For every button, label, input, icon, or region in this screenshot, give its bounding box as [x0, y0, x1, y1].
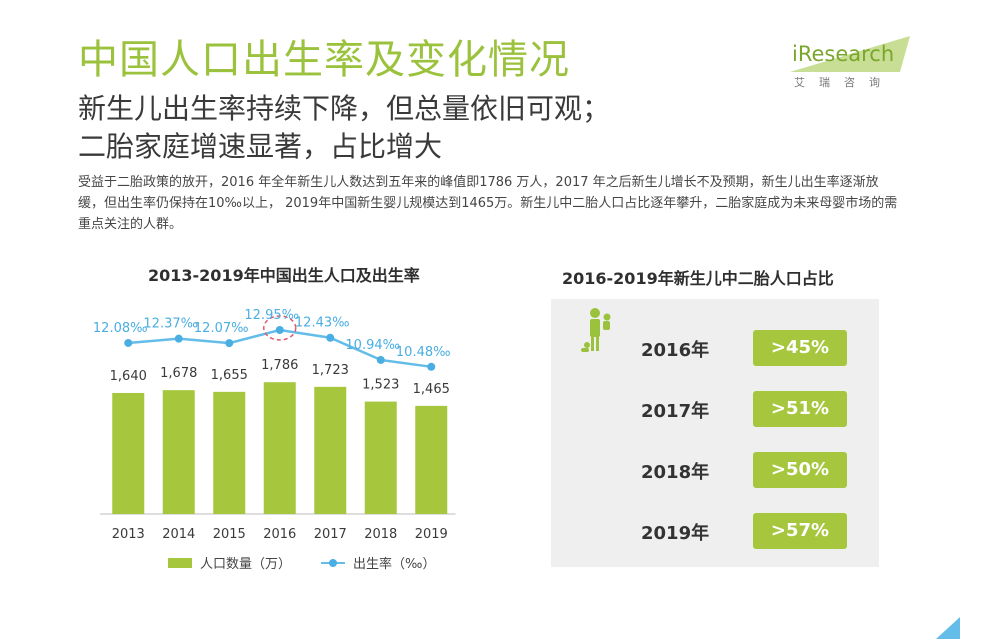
- rate-label-2018: 10.94‰: [345, 338, 400, 353]
- x-tick-label-2015: 2015: [213, 527, 246, 542]
- family-icon: [581, 308, 611, 352]
- share-row: 2019年 >57%: [551, 513, 879, 549]
- rate-point-2017: [326, 333, 335, 342]
- legend-line-swatch: [321, 558, 346, 567]
- share-row: 2017年 >51%: [551, 391, 879, 427]
- bar-2016: [263, 382, 296, 514]
- rate-label-2013: 12.08‰: [93, 321, 148, 336]
- bar-2015: [213, 391, 246, 514]
- subtitle-line-2: 二胎家庭增速显著，占比增大: [78, 130, 443, 163]
- share-row: 2016年 >45%: [551, 330, 879, 366]
- logo-text: iResearch: [792, 42, 895, 66]
- legend-bar-label: 人口数量（万）: [200, 557, 292, 572]
- bar-2013: [112, 392, 145, 514]
- bar-2017: [314, 386, 347, 514]
- rate-point-2018: [376, 355, 385, 364]
- rate-point-2013: [124, 338, 133, 347]
- second-child-share-panel: 2016年 >45% 2017年 >51% 2018年 >50% 2019年 >57%: [551, 299, 879, 567]
- logo-cn: 艾瑞咨询: [794, 76, 894, 89]
- birth-chart: 1,640 2013 1,678 2014 1,655 2015 1,786 2016 1,72…: [93, 308, 456, 542]
- x-tick-label-2014: 2014: [162, 527, 195, 542]
- share-row: 2018年 >50%: [551, 452, 879, 488]
- legend-bar-swatch: [168, 557, 192, 568]
- page-subtitle: 新生儿出生率持续下降，但总量依旧可观； 二胎家庭增速显著，占比增大: [78, 90, 610, 166]
- bar-value-label-2016: 1,786: [261, 358, 298, 373]
- x-tick-label-2013: 2013: [112, 527, 145, 542]
- share-row-badge: >45%: [753, 330, 847, 366]
- x-tick-label-2019: 2019: [415, 527, 448, 542]
- x-tick-label-2018: 2018: [364, 527, 397, 542]
- iresearch-logo: iResearch 艾瑞咨询: [790, 34, 910, 94]
- bar-value-label-2017: 1,723: [312, 363, 349, 378]
- bar-chart-title: 2013-2019年中国出生人口及出生率: [148, 266, 420, 285]
- rate-label-2016: 12.95‰: [244, 308, 299, 323]
- bar-value-label-2019: 1,465: [413, 382, 450, 397]
- bar-value-label-2014: 1,678: [160, 366, 197, 381]
- corner-decoration: [936, 617, 960, 639]
- share-row-year: 2016年: [641, 340, 710, 361]
- share-row-year: 2019年: [641, 523, 710, 544]
- x-tick-label-2016: 2016: [263, 527, 296, 542]
- share-row-year: 2018年: [641, 462, 710, 483]
- share-row-badge: >51%: [753, 391, 847, 427]
- rate-label-2017: 12.43‰: [295, 316, 350, 331]
- bar-2019: [415, 405, 448, 514]
- bar-value-label-2013: 1,640: [110, 369, 147, 384]
- page-title: 中国人口出生率及变化情况: [78, 37, 570, 83]
- rate-point-2016: [275, 326, 284, 334]
- subtitle-line-1: 新生儿出生率持续下降，但总量依旧可观；: [78, 92, 611, 125]
- legend-line-label: 出生率（‰）: [353, 557, 436, 572]
- rate-point-2019: [427, 362, 436, 371]
- bar-2018: [364, 401, 397, 514]
- rate-label-2014: 12.37‰: [143, 317, 198, 332]
- bar-value-label-2018: 1,523: [362, 378, 399, 393]
- share-row-badge: >50%: [753, 452, 847, 488]
- x-tick-label-2017: 2017: [314, 527, 347, 542]
- rate-label-2015: 12.07‰: [194, 321, 249, 336]
- rate-point-2014: [174, 334, 183, 343]
- intro-paragraph: 受益于二胎政策的放开，2016 年全年新生儿人数达到五年来的峰值即1786 万人…: [78, 175, 898, 232]
- chart-legend: 人口数量（万） 出生率（‰）: [168, 553, 435, 572]
- rate-point-2015: [225, 339, 234, 348]
- share-row-badge: >57%: [753, 513, 847, 549]
- share-row-year: 2017年: [641, 401, 710, 422]
- rate-label-2019: 10.48‰: [396, 345, 451, 360]
- logo-swoosh-icon: [790, 36, 910, 72]
- share-panel-title: 2016-2019年新生儿中二胎人口占比: [562, 269, 834, 288]
- highlight-circle: [263, 315, 297, 341]
- bar-value-label-2015: 1,655: [211, 368, 248, 383]
- bar-2014: [162, 390, 195, 514]
